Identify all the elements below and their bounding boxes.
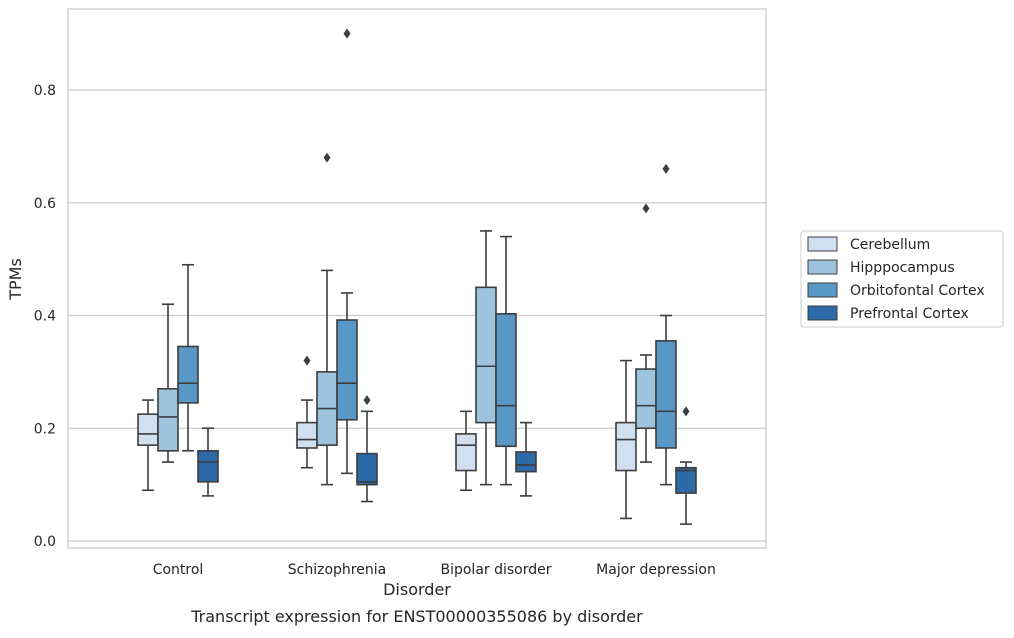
box-hipppocampus [635, 203, 657, 463]
box-hipppocampus [475, 230, 497, 486]
iqr-box [197, 449, 219, 483]
box-cerebellum [615, 359, 637, 520]
legend-swatch [807, 282, 838, 298]
legend: Cerebellum Hipppocampus Orbitofontal Corte… [800, 230, 1004, 328]
outlier-marker [682, 406, 690, 417]
iqr-box [336, 319, 358, 421]
iqr-box [177, 345, 199, 404]
box-hipppocampus [157, 303, 179, 463]
iqr-box [495, 313, 517, 448]
y-tick-labels: 0.0 0.2 0.4 0.6 0.8 [34, 83, 56, 550]
y-tick-label: 0.4 [34, 309, 56, 325]
iqr-box [655, 340, 677, 449]
box-prefrontal-cortex [197, 427, 219, 497]
iqr-box [675, 466, 697, 494]
x-axis-label: Disorder [383, 580, 451, 599]
iqr-box [296, 421, 318, 449]
box-cerebellum [137, 399, 159, 492]
box-orbitofontal-cortex [655, 163, 677, 486]
y-axis-label: TPMs [6, 258, 25, 301]
iqr-box [356, 452, 378, 486]
chart-caption: Transcript expression for ENST0000035508… [190, 607, 643, 626]
y-tick-label: 0.0 [34, 534, 56, 550]
iqr-box [157, 387, 179, 452]
outlier-marker [343, 28, 351, 39]
iqr-box [635, 368, 657, 430]
legend-label: Orbitofontal Cortex [850, 283, 985, 299]
box-prefrontal-cortex [675, 406, 697, 525]
iqr-box [515, 451, 537, 473]
gridlines [68, 89, 766, 542]
box-hipppocampus [316, 152, 338, 486]
x-tick-label: Major depression [596, 562, 716, 578]
x-tick-labels: Control Schizophrenia Bipolar disorder Majo… [153, 562, 716, 578]
box-prefrontal-cortex [515, 421, 537, 497]
legend-swatch [807, 259, 838, 275]
box-cerebellum [455, 410, 477, 492]
legend-label: Prefrontal Cortex [850, 306, 969, 322]
outlier-marker [363, 395, 371, 406]
outlier-marker [662, 163, 670, 174]
outlier-marker [642, 203, 650, 214]
y-tick-label: 0.2 [34, 421, 56, 437]
legend-frame [800, 230, 1004, 328]
legend-label: Cerebellum [850, 237, 930, 253]
box-prefrontal-cortex [356, 395, 378, 503]
boxes [137, 28, 697, 525]
x-tick-label: Bipolar disorder [440, 562, 551, 578]
x-tick-label: Control [153, 562, 204, 578]
box-orbitofontal-cortex [336, 28, 358, 475]
plot-background [68, 9, 766, 548]
outlier-marker [303, 355, 311, 366]
iqr-box [455, 433, 477, 472]
box-cerebellum [296, 355, 318, 469]
iqr-box [615, 421, 637, 472]
legend-swatch [807, 236, 838, 252]
legend-label: Hipppocampus [850, 260, 955, 276]
iqr-box [137, 413, 159, 446]
x-tick-label: Schizophrenia [288, 562, 386, 578]
plot-frame [67, 8, 767, 549]
legend-swatch [807, 305, 838, 321]
y-tick-label: 0.8 [34, 83, 56, 99]
outlier-marker [323, 152, 331, 163]
iqr-box [475, 286, 497, 424]
y-tick-label: 0.6 [34, 196, 56, 212]
box-orbitofontal-cortex [495, 235, 517, 486]
box-orbitofontal-cortex [177, 263, 199, 452]
